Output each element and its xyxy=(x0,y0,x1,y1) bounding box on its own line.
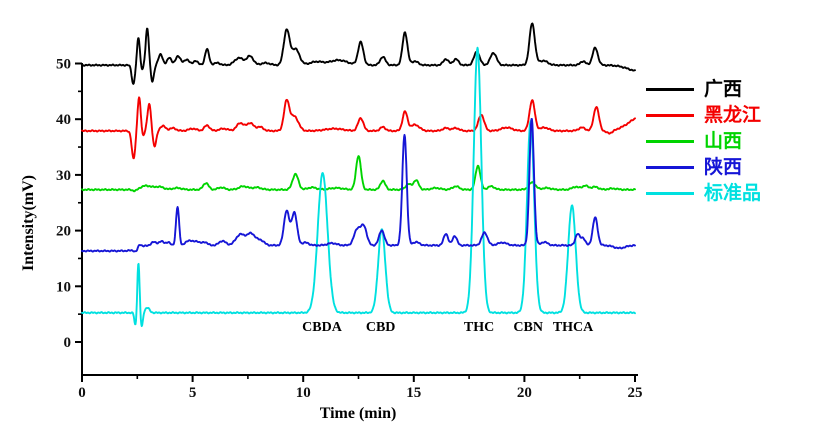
legend-line-swatch xyxy=(646,113,694,117)
trace-heilongjiang xyxy=(81,96,636,160)
trace-guangxi xyxy=(81,22,636,85)
legend-line-swatch xyxy=(646,191,694,195)
legend-line-swatch xyxy=(646,87,694,91)
x-axis-title: Time (min) xyxy=(320,405,397,422)
trace-shanxi xyxy=(81,155,636,193)
peak-label-cbn: CBN xyxy=(513,320,543,335)
y-tick-label: 0 xyxy=(64,335,72,351)
legend-item-heilongjiang: 黑龙江 xyxy=(646,102,761,128)
legend-item-shaanxi: 陕西 xyxy=(646,154,761,180)
peak-label-thc: THC xyxy=(464,320,494,335)
legend-line-swatch xyxy=(646,139,694,143)
x-tick-label: 25 xyxy=(628,385,643,401)
peak-label-cbda: CBDA xyxy=(302,320,343,335)
trace-shaanxi xyxy=(81,118,636,253)
legend-label: 山西 xyxy=(704,129,743,152)
legend-item-guangxi: 广西 xyxy=(646,76,761,102)
legend-item-standard: 标准品 xyxy=(646,180,761,206)
legend-label: 标准品 xyxy=(704,181,762,204)
y-tick-label: 50 xyxy=(56,57,71,73)
y-tick-label: 10 xyxy=(56,279,71,295)
x-tick-label: 20 xyxy=(517,385,532,401)
x-tick-label: 15 xyxy=(406,385,421,401)
x-tick-label: 0 xyxy=(78,385,86,401)
y-tick-label: 40 xyxy=(56,112,71,128)
legend-item-shanxi: 山西 xyxy=(646,128,761,154)
x-tick-label: 10 xyxy=(296,385,311,401)
peak-label-thca: THCA xyxy=(553,320,594,335)
trace-standard xyxy=(81,46,636,328)
legend-label: 黑龙江 xyxy=(704,103,762,126)
y-axis-title: Intensity(mV) xyxy=(20,175,37,271)
legend: 广西黑龙江山西陕西标准品 xyxy=(646,76,761,206)
legend-label: 广西 xyxy=(704,77,743,100)
y-tick-label: 30 xyxy=(56,168,71,184)
peak-label-cbd: CBD xyxy=(366,320,396,335)
legend-line-swatch xyxy=(646,165,694,169)
x-tick-label: 5 xyxy=(189,385,197,401)
legend-label: 陕西 xyxy=(704,155,743,178)
y-tick-label: 20 xyxy=(56,224,71,240)
